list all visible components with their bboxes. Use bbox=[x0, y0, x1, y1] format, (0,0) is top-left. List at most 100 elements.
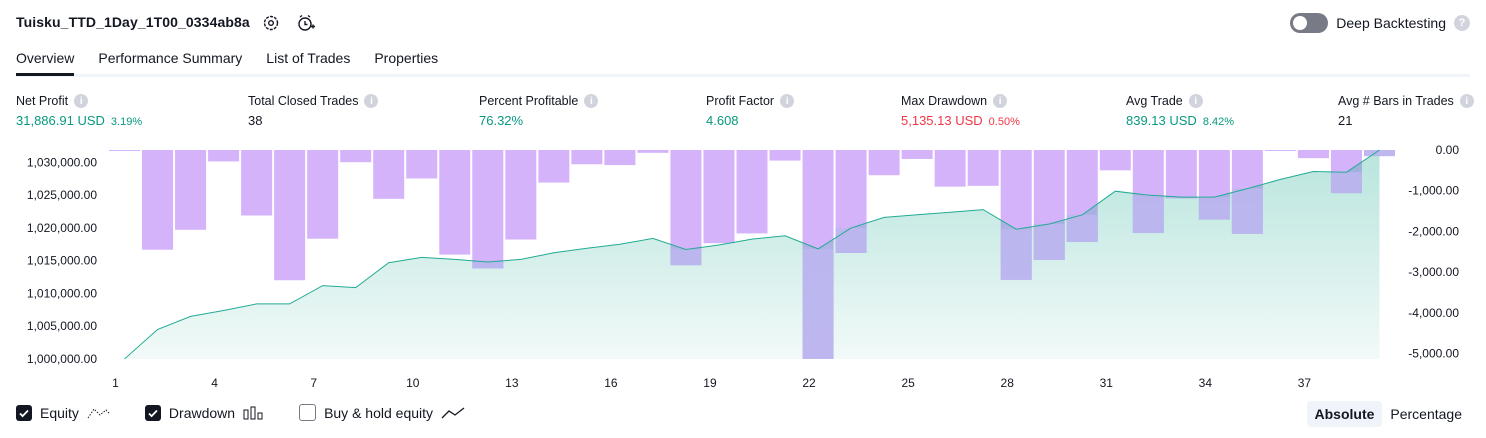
left-axis-tick: 1,015,000.00 bbox=[27, 254, 97, 268]
drawdown-bar bbox=[505, 150, 537, 240]
drawdown-bar bbox=[439, 150, 471, 255]
deep-backtesting-control: Deep Backtesting ? bbox=[1290, 13, 1470, 33]
x-axis-tick: 13 bbox=[505, 376, 519, 390]
info-icon[interactable]: i bbox=[584, 94, 599, 108]
metric-total-closed-trades: Total Closed Trades i 38 bbox=[248, 94, 379, 128]
info-icon[interactable]: i bbox=[993, 94, 1008, 108]
drawdown-bar-overlap bbox=[1165, 197, 1197, 199]
left-axis-tick: 1,025,000.00 bbox=[27, 188, 97, 202]
tab-properties[interactable]: Properties bbox=[374, 50, 439, 66]
metric-percent: 0.50% bbox=[988, 116, 1020, 128]
legend-equity[interactable]: Equity bbox=[16, 404, 111, 421]
add-alert-icon[interactable] bbox=[297, 14, 315, 32]
metric-value: 4.608 bbox=[706, 113, 739, 128]
drawdown-bar bbox=[142, 150, 174, 250]
legend-buy-hold[interactable]: Buy & hold equity bbox=[299, 404, 465, 421]
metric-profit-factor: Profit Factor i 4.608 bbox=[706, 94, 795, 128]
x-axis-tick: 10 bbox=[406, 376, 420, 390]
right-axis-tick: -4,000.00 bbox=[1408, 306, 1459, 320]
x-axis-tick: 37 bbox=[1298, 376, 1312, 390]
settings-icon[interactable] bbox=[262, 14, 280, 32]
drawdown-bar bbox=[769, 150, 801, 161]
drawdown-bar-overlap bbox=[1330, 172, 1362, 194]
tab-performance-summary[interactable]: Performance Summary bbox=[98, 50, 243, 66]
drawdown-bar-overlap bbox=[1231, 188, 1263, 234]
drawdown-bar bbox=[604, 150, 636, 166]
drawdown-bar-overlap bbox=[1066, 214, 1098, 242]
tab-overview[interactable]: Overview bbox=[16, 48, 75, 76]
info-icon[interactable]: i bbox=[364, 94, 379, 108]
trend-line-icon bbox=[441, 406, 465, 418]
drawdown-bar bbox=[274, 150, 306, 281]
drawdown-bar bbox=[901, 150, 933, 159]
percentage-button[interactable]: Percentage bbox=[1390, 406, 1462, 422]
info-icon[interactable]: i bbox=[1459, 94, 1474, 108]
drawdown-bar bbox=[208, 150, 240, 162]
absolute-button[interactable]: Absolute bbox=[1306, 401, 1383, 427]
drawdown-bar bbox=[1165, 150, 1197, 199]
x-axis-tick: 25 bbox=[901, 376, 915, 390]
equity-checkbox[interactable] bbox=[16, 404, 32, 421]
left-axis-tick: 1,030,000.00 bbox=[27, 155, 97, 169]
drawdown-bar-overlap bbox=[1132, 195, 1164, 234]
x-axis-tick: 1 bbox=[112, 376, 119, 390]
strategy-title: Tuisku_TTD_1Day_1T00_0334ab8a bbox=[16, 14, 250, 30]
equity-area bbox=[124, 150, 1380, 359]
metric-label: Net Profit bbox=[16, 94, 69, 108]
deep-backtesting-toggle[interactable] bbox=[1290, 13, 1329, 33]
equity-line-icon bbox=[87, 407, 111, 418]
drawdown-bar bbox=[241, 150, 273, 216]
right-axis-tick: -3,000.00 bbox=[1408, 265, 1459, 279]
drawdown-bar-overlap bbox=[1198, 197, 1230, 220]
x-axis-tick: 34 bbox=[1199, 376, 1213, 390]
metric-percent: 3.19% bbox=[110, 116, 143, 128]
tab-list-of-trades[interactable]: List of Trades bbox=[266, 50, 351, 66]
left-axis-tick: 1,020,000.00 bbox=[27, 221, 97, 235]
drawdown-bar bbox=[175, 150, 207, 230]
info-icon[interactable]: i bbox=[1188, 94, 1203, 108]
metric-percent-profitable: Percent Profitable i 76.32% bbox=[479, 94, 599, 128]
metric-avg-bars: Avg # Bars in Trades i 21 bbox=[1338, 94, 1474, 128]
left-axis-tick: 1,000,000.00 bbox=[27, 352, 97, 366]
metric-value: 76.32% bbox=[479, 113, 524, 128]
drawdown-bar bbox=[868, 150, 900, 176]
left-axis-tick: 1,010,000.00 bbox=[27, 286, 97, 300]
metric-label: Percent Profitable bbox=[479, 94, 579, 108]
drawdown-bar bbox=[934, 150, 966, 187]
drawdown-bar bbox=[406, 150, 438, 179]
drawdown-bar bbox=[1264, 150, 1296, 151]
metric-label: Max Drawdown bbox=[901, 94, 988, 108]
metric-value: 21 bbox=[1338, 113, 1353, 128]
right-axis-tick: -2,000.00 bbox=[1408, 224, 1459, 238]
left-axis-tick: 1,005,000.00 bbox=[27, 319, 97, 333]
scale-mode-switch: Absolute Percentage bbox=[1306, 401, 1471, 427]
drawdown-bar bbox=[1099, 150, 1131, 171]
metric-value: 38 bbox=[248, 113, 263, 128]
legend-drawdown[interactable]: Drawdown bbox=[144, 404, 265, 421]
drawdown-bar-overlap bbox=[1000, 229, 1032, 280]
drawdown-bar bbox=[571, 150, 603, 165]
x-axis-tick: 28 bbox=[1001, 376, 1015, 390]
right-axis-tick: 0.00 bbox=[1436, 143, 1460, 157]
help-icon[interactable]: ? bbox=[1454, 15, 1470, 31]
x-axis-tick: 4 bbox=[211, 376, 218, 390]
info-icon[interactable]: i bbox=[74, 94, 89, 108]
x-axis-tick: 16 bbox=[604, 376, 618, 390]
metric-value: 5,135.13 USD bbox=[901, 113, 983, 128]
buy-hold-checkbox[interactable] bbox=[299, 404, 317, 421]
info-icon[interactable]: i bbox=[780, 94, 795, 108]
x-axis-tick: 31 bbox=[1100, 376, 1114, 390]
drawdown-bar bbox=[637, 150, 669, 153]
deep-backtesting-label: Deep Backtesting bbox=[1336, 15, 1446, 31]
drawdown-bar bbox=[373, 150, 405, 199]
metric-label: Avg # Bars in Trades bbox=[1338, 94, 1454, 108]
equity-drawdown-chart[interactable]: 1,030,000.00 1,025,000.00 1,020,000.00 1,01… bbox=[0, 140, 1486, 400]
right-axis-tick: -1,000.00 bbox=[1408, 184, 1459, 198]
drawdown-bar bbox=[472, 150, 504, 269]
bar-chart-icon bbox=[243, 406, 263, 419]
drawdown-bar-overlap bbox=[1033, 223, 1065, 260]
drawdown-bar-overlap bbox=[802, 248, 834, 359]
drawdown-bar bbox=[538, 150, 570, 183]
drawdown-checkbox[interactable] bbox=[144, 404, 161, 421]
equity-line bbox=[124, 149, 1380, 360]
